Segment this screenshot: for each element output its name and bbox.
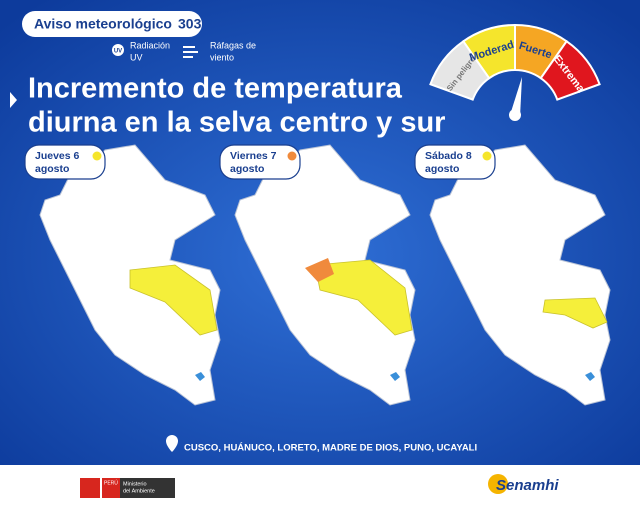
day-label: agosto bbox=[425, 163, 459, 175]
badge-number: 303 bbox=[178, 16, 202, 32]
badge-text: Aviso meteorológico bbox=[34, 16, 172, 32]
legend-label: viento bbox=[210, 52, 234, 62]
badge bbox=[22, 11, 202, 37]
day-label: Viernes 7 bbox=[230, 150, 277, 162]
gauge-hub bbox=[509, 109, 521, 121]
senamhi-logo bbox=[488, 474, 508, 494]
legend-label: Radiación bbox=[130, 40, 170, 50]
day-label-box bbox=[414, 144, 496, 180]
ministry: del Ambiente bbox=[123, 488, 155, 494]
title-line: Incremento de temperatura bbox=[28, 73, 403, 105]
day-label: Jueves 6 bbox=[35, 150, 80, 162]
coat-of-arms bbox=[80, 478, 100, 498]
alert-area bbox=[314, 259, 413, 336]
alert-area bbox=[305, 258, 334, 282]
level-dot bbox=[92, 151, 102, 161]
lake bbox=[195, 372, 205, 381]
wind-icon bbox=[183, 46, 198, 58]
uv-icon-text: UV bbox=[114, 49, 122, 55]
alert-area bbox=[129, 264, 218, 336]
lake bbox=[585, 372, 595, 381]
level-dot bbox=[482, 151, 492, 161]
uv-icon bbox=[112, 44, 124, 56]
legend-label: Ráfagas de bbox=[210, 40, 256, 50]
title-line: diurna en la selva centro y sur bbox=[28, 107, 445, 139]
day-label: agosto bbox=[35, 163, 69, 175]
day-label: agosto bbox=[230, 163, 264, 175]
ministry: Ministerio bbox=[123, 481, 147, 487]
regions: CUSCO, HUÁNUCO, LORETO, MADRE DE DIOS, P… bbox=[184, 443, 477, 454]
level-dot bbox=[287, 151, 297, 161]
arrow bbox=[10, 92, 17, 108]
day-label: Sábado 8 bbox=[425, 150, 472, 162]
brand: Senamhi bbox=[496, 477, 559, 494]
lake bbox=[390, 372, 400, 381]
pin-icon bbox=[166, 435, 178, 452]
ministry-box bbox=[120, 478, 175, 498]
legend-label: UV bbox=[130, 52, 143, 62]
gauge-needle bbox=[510, 77, 522, 117]
gauge-segment bbox=[539, 39, 601, 101]
country: PERÚ bbox=[104, 479, 118, 486]
day-label-box bbox=[24, 144, 106, 180]
peru-flag bbox=[102, 478, 120, 498]
alert-area bbox=[542, 297, 608, 329]
day-label-box bbox=[219, 144, 301, 180]
